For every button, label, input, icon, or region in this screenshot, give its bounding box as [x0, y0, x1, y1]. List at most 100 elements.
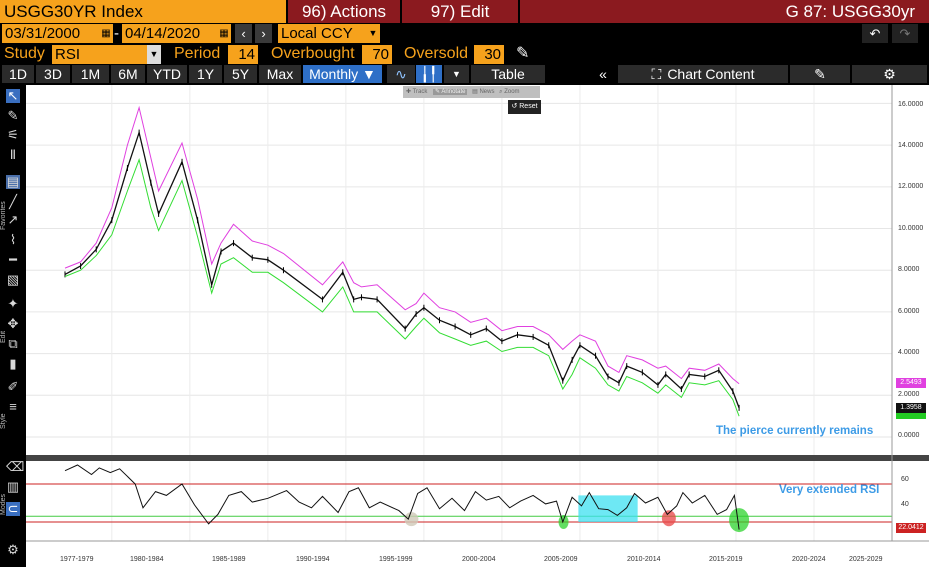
table-button[interactable]: Table	[471, 65, 545, 83]
pencil-icon[interactable]: ✎	[516, 45, 530, 62]
overbought-field[interactable]: 70	[362, 45, 392, 64]
chevron-down-icon[interactable]: ▼	[366, 24, 380, 43]
wand-icon[interactable]: ✦	[7, 296, 19, 311]
news-button[interactable]: ▤ News	[472, 89, 495, 95]
y-tick-label: 16.0000	[898, 101, 924, 108]
highlight-circle	[404, 512, 419, 527]
collapse-icon[interactable]: «	[590, 65, 616, 83]
mini-toolbar: ✚ Track ✎ Annotate ▤ News ⌕ Zoom	[403, 86, 540, 98]
date-range-bar: 03/31/2000 ▦ - 04/14/2020 ▦ ‹ › Local CC…	[0, 24, 929, 43]
edit-menu[interactable]: 97) Edit	[402, 0, 518, 23]
line-chart-icon[interactable]: ∿	[387, 65, 415, 83]
rsi-annotation[interactable]: Very extended RSI	[779, 484, 880, 496]
calendar-icon[interactable]: ▦	[99, 24, 113, 43]
line-style-icon[interactable]: ≡	[9, 399, 17, 414]
chart-id: G 87: USGG30yr	[520, 0, 929, 23]
horizontal-line-icon[interactable]: ━	[9, 252, 17, 267]
range-1m-button[interactable]: 1M	[72, 65, 109, 83]
lower-series-line	[64, 158, 740, 417]
range-max-button[interactable]: Max	[259, 65, 301, 83]
annotate-button[interactable]: ✎ Annotate	[433, 89, 468, 95]
actions-menu[interactable]: 96) Actions	[288, 0, 400, 23]
chart-icon: ⛶	[651, 66, 662, 82]
gear-icon[interactable]: ⚙	[852, 65, 927, 83]
bar-chart-icon[interactable]: ╽╿	[416, 65, 442, 83]
move-icon[interactable]: ✥	[7, 316, 19, 331]
ruler-icon[interactable]: ▤	[6, 174, 20, 189]
zoom-button[interactable]: ⌕ Zoom	[499, 89, 520, 95]
x-tick-label: 2010-2014	[627, 556, 661, 563]
period-label: Period	[174, 45, 221, 62]
end-date-field[interactable]: 04/14/2020	[122, 24, 217, 43]
y-tick-label: 14.0000	[898, 142, 924, 149]
oversold-field[interactable]: 30	[474, 45, 504, 64]
favorites-section-label: Favorites	[0, 201, 7, 230]
brush-mode-icon[interactable]: ▥	[6, 479, 20, 494]
chevron-down-icon[interactable]: ▼	[147, 45, 161, 64]
x-tick-label: 2005-2009	[544, 556, 578, 563]
upper-series-line	[64, 105, 740, 385]
x-tick-label: 2000-2004	[462, 556, 496, 563]
pierce-annotation[interactable]: The pierce currently remains	[716, 425, 874, 437]
highlight-box	[578, 495, 638, 522]
range-5y-button[interactable]: 5Y	[224, 65, 257, 83]
settings-gear-icon[interactable]: ⚙	[7, 542, 19, 557]
x-tick-label: 1980-1984	[130, 556, 164, 563]
y-tick-label: 0.0000	[898, 432, 920, 439]
y-tick-label: 6.0000	[898, 308, 920, 315]
undo-icon[interactable]: ↶	[862, 24, 888, 43]
redo-icon[interactable]: ↷	[892, 24, 918, 43]
highlight-circle	[661, 510, 676, 527]
y-tick-label: 2.0000	[898, 391, 920, 398]
price-last-value: 1.3958	[896, 403, 926, 413]
currency-select[interactable]: Local CCY	[278, 24, 366, 43]
channel-icon[interactable]: ▧	[6, 272, 20, 287]
y-tick-label: 8.0000	[898, 266, 920, 273]
start-date-field[interactable]: 03/31/2000	[2, 24, 99, 43]
chart-content-button[interactable]: ⛶ Chart Content	[618, 65, 788, 83]
chart-area[interactable]: 16.0000 14.0000 12.0000 10.0000 8.0000 6…	[26, 85, 929, 567]
range-ytd-button[interactable]: YTD	[147, 65, 187, 83]
panel-divider[interactable]	[26, 455, 929, 461]
calendar-icon[interactable]: ▦	[217, 24, 231, 43]
chart-type-dropdown-icon[interactable]: ▼	[444, 65, 469, 83]
ticker-field[interactable]: USGG30YR Index	[0, 0, 286, 23]
chart-canvas[interactable]	[26, 85, 929, 567]
copy-icon[interactable]: ⧉	[8, 336, 18, 351]
chart-content-label: Chart Content	[667, 66, 755, 82]
frequency-select[interactable]: Monthly ▼	[303, 65, 382, 83]
y-tick-label: 10.0000	[898, 225, 924, 232]
style-pen-icon[interactable]: ✐	[7, 379, 19, 394]
text-icon[interactable]: Ⅱ	[9, 147, 17, 162]
prev-period-button[interactable]: ‹	[235, 24, 252, 43]
track-button[interactable]: ✚ Track	[406, 89, 428, 95]
date-separator: -	[114, 25, 119, 42]
eraser-icon[interactable]: ⌫	[6, 459, 25, 474]
fib-icon[interactable]: ⚟	[7, 127, 19, 142]
range-1y-button[interactable]: 1Y	[189, 65, 222, 83]
upper-band-last-value: 2.5493	[896, 378, 926, 388]
rsi-y-tick-label: 60	[901, 476, 909, 483]
arrow-icon[interactable]: ↗	[7, 212, 19, 227]
brush-icon[interactable]: ╱	[9, 194, 17, 209]
pointer-icon[interactable]: ↖	[6, 88, 20, 103]
magnet-icon[interactable]: ⊂	[6, 501, 20, 516]
period-field[interactable]: 14	[228, 45, 258, 64]
highlight-circle	[729, 508, 750, 533]
trash-icon[interactable]: ▮	[9, 356, 17, 371]
x-tick-label: 1977-1979	[60, 556, 94, 563]
next-period-button[interactable]: ›	[255, 24, 272, 43]
study-select[interactable]: RSI	[52, 45, 147, 64]
range-6m-button[interactable]: 6M	[111, 65, 145, 83]
x-tick-label: 1995-1999	[379, 556, 413, 563]
reset-button[interactable]: ↺ Reset	[508, 100, 541, 114]
range-3d-button[interactable]: 3D	[36, 65, 70, 83]
range-1d-button[interactable]: 1D	[2, 65, 34, 83]
title-bar: USGG30YR Index 96) Actions 97) Edit G 87…	[0, 0, 929, 23]
y-tick-label: 12.0000	[898, 183, 924, 190]
x-tick-label: 2020-2024	[792, 556, 826, 563]
pen-icon[interactable]: ✎	[7, 108, 19, 123]
chart-toolbar: 1D 3D 1M 6M YTD 1Y 5Y Max Monthly ▼ ∿ ╽╿…	[0, 64, 929, 84]
edit-chart-icon[interactable]: ✎	[790, 65, 850, 83]
dropper-icon[interactable]: ⌇	[9, 232, 17, 247]
